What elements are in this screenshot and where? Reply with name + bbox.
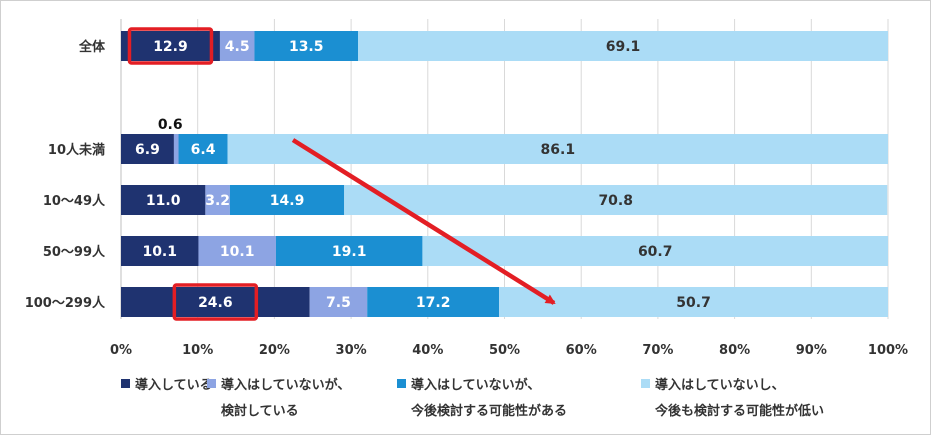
legend-item-2: 導入はしていないが、今後検討する可能性がある bbox=[397, 377, 567, 419]
data-label-r1-s1: 0.6 bbox=[158, 117, 183, 133]
x-tick-label-4: 40% bbox=[412, 343, 443, 358]
category-labels: 全体 10人未満 10～49人 50～99人 100～299人 bbox=[25, 39, 106, 311]
legend-swatch-2 bbox=[397, 379, 406, 388]
category-label-2: 10～49人 bbox=[43, 193, 106, 209]
data-label-r3-s0: 10.1 bbox=[142, 244, 177, 260]
trend-arrow bbox=[291, 138, 556, 305]
data-label-r3-s1: 10.1 bbox=[220, 244, 255, 260]
bar-segment-r2-s1 bbox=[205, 185, 230, 215]
bar-segment-r4-s2 bbox=[367, 287, 500, 317]
legend-swatch-0 bbox=[121, 379, 130, 388]
legend-swatch-3 bbox=[641, 379, 650, 388]
legend: 導入している 導入はしていないが、検討している導入はしていないが、今後検討する可能… bbox=[121, 377, 824, 419]
x-tick-label-0: 0% bbox=[110, 343, 132, 358]
highlight-box-0 bbox=[127, 27, 214, 65]
bar-segment-r2-s2 bbox=[229, 185, 345, 215]
bar-segment-r1-s2 bbox=[178, 134, 228, 164]
data-label-r4-s0: 24.6 bbox=[198, 295, 233, 311]
data-label-r4-s2: 17.2 bbox=[416, 295, 451, 311]
bar-segment-r3-s3 bbox=[422, 236, 888, 266]
bar-row-3: 10.1 10.1 19.1 60.7 bbox=[121, 236, 888, 266]
data-label-r2-s2: 14.9 bbox=[270, 193, 305, 209]
bar-segment-r0-s2 bbox=[254, 31, 359, 61]
bar-segment-r1-s1 bbox=[173, 134, 179, 164]
data-label-r2-s1: 3.2 bbox=[205, 193, 230, 209]
data-label-r3-s2: 19.1 bbox=[332, 244, 367, 260]
bar-segment-r3-s0 bbox=[121, 236, 199, 266]
x-tick-label-6: 60% bbox=[566, 343, 597, 358]
bar-segment-r2-s3 bbox=[344, 185, 888, 215]
x-tick-label-8: 80% bbox=[719, 343, 750, 358]
legend-label-3-line-1: 今後も検討する可能性が低い bbox=[654, 403, 824, 419]
bar-segment-r0-s3 bbox=[358, 31, 888, 61]
bar-row-1: 6.9 0.6 6.4 86.1 bbox=[121, 117, 888, 164]
data-label-r4-s3: 50.7 bbox=[676, 295, 711, 311]
data-label-r3-s3: 60.7 bbox=[638, 244, 673, 260]
data-label-r2-s0: 11.0 bbox=[146, 193, 181, 209]
legend-label-2-line-1: 今後検討する可能性がある bbox=[410, 403, 567, 419]
legend-swatch-1 bbox=[207, 379, 216, 388]
legend-item-0: 導入している bbox=[121, 377, 213, 393]
x-tick-label-5: 50% bbox=[489, 343, 520, 358]
bar-segment-r2-s0 bbox=[121, 185, 206, 215]
bar-segment-r1-s0 bbox=[121, 134, 174, 164]
bar-segment-r3-s2 bbox=[275, 236, 423, 266]
bar-segment-r3-s1 bbox=[198, 236, 276, 266]
data-label-r1-s2: 6.4 bbox=[191, 142, 216, 158]
data-label-r1-s0: 6.9 bbox=[135, 142, 160, 158]
data-label-r1-s3: 86.1 bbox=[541, 142, 576, 158]
data-label-r2-s3: 70.8 bbox=[598, 193, 633, 209]
x-tick-label-10: 100% bbox=[868, 343, 908, 358]
x-tick-label-7: 70% bbox=[642, 343, 673, 358]
bar-row-0: 12.9 4.5 13.5 69.1 bbox=[121, 31, 888, 61]
x-tick-label-2: 20% bbox=[259, 343, 290, 358]
data-label-r0-s3: 69.1 bbox=[606, 39, 641, 55]
data-label-r0-s2: 13.5 bbox=[289, 39, 324, 55]
legend-item-1: 導入はしていないが、検討している bbox=[207, 377, 350, 419]
category-label-4: 100～299人 bbox=[25, 295, 106, 311]
category-label-3: 50～99人 bbox=[43, 244, 106, 260]
category-label-1: 10人未満 bbox=[48, 142, 105, 158]
bar-layer: 12.9 4.5 13.5 69.1 6.9 0.6 6.4 86.1 11.0 3.2 14.9 7… bbox=[121, 31, 888, 317]
legend-label-2-line-0: 導入はしていないが、 bbox=[411, 377, 540, 393]
x-tick-label-9: 90% bbox=[796, 343, 827, 358]
bar-segment-r0-s1 bbox=[219, 31, 255, 61]
data-label-r4-s1: 7.5 bbox=[326, 295, 351, 311]
category-label-0: 全体 bbox=[78, 39, 106, 55]
legend-item-3: 導入はしていないし、今後も検討する可能性が低い bbox=[641, 377, 824, 419]
legend-label-0-line-0: 導入している bbox=[135, 377, 213, 393]
highlight-layer bbox=[127, 27, 556, 321]
bar-segment-r4-s1 bbox=[309, 287, 368, 317]
bar-segment-r4-s0 bbox=[121, 287, 310, 317]
legend-label-1-line-0: 導入はしていないが、 bbox=[221, 377, 350, 393]
legend-label-1-line-1: 検討している bbox=[221, 403, 299, 419]
bar-segment-r4-s3 bbox=[499, 287, 888, 317]
data-label-r0-s0: 12.9 bbox=[153, 39, 188, 55]
highlight-box-1 bbox=[172, 283, 259, 321]
gridlines bbox=[120, 19, 889, 319]
bar-row-4: 24.6 7.5 17.2 50.7 bbox=[121, 287, 888, 317]
bar-segment-r1-s3 bbox=[227, 134, 888, 164]
bar-row-2: 11.0 3.2 14.9 70.8 bbox=[121, 185, 888, 215]
legend-label-3-line-0: 導入はしていないし、 bbox=[655, 377, 785, 393]
data-label-r0-s1: 4.5 bbox=[225, 39, 250, 55]
bar-segment-r0-s0 bbox=[121, 31, 220, 61]
x-tick-label-1: 10% bbox=[182, 343, 213, 358]
x-axis-ticks: 0% 10% 20% 30% 40% 50% 60% 70% 80% 90% 100% bbox=[110, 343, 908, 358]
x-tick-label-3: 30% bbox=[336, 343, 367, 358]
